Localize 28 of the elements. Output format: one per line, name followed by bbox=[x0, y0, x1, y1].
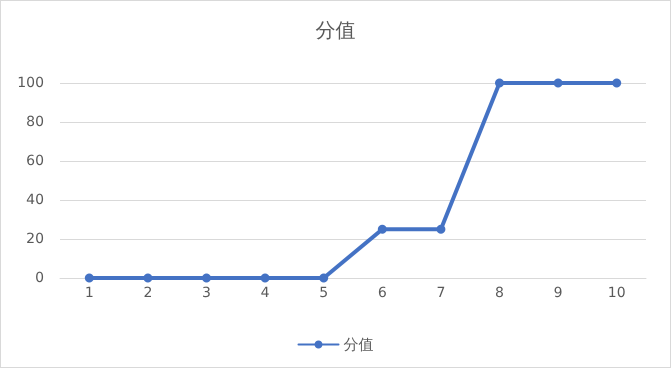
y-tick-label: 20 bbox=[26, 231, 44, 247]
point bbox=[378, 224, 387, 234]
x-tick-label: 10 bbox=[608, 285, 626, 301]
point bbox=[260, 274, 270, 282]
y-tick-label: 80 bbox=[26, 114, 44, 130]
point bbox=[202, 274, 211, 282]
point bbox=[554, 78, 563, 88]
y-tick-label: 40 bbox=[26, 192, 44, 208]
x-tick-label: 6 bbox=[378, 285, 387, 301]
point bbox=[319, 274, 328, 282]
legend-label: 分值 bbox=[344, 336, 374, 354]
x-tick-label: 3 bbox=[202, 285, 211, 301]
point bbox=[612, 78, 622, 88]
y-tick-label: 100 bbox=[17, 75, 44, 91]
x-tick-label: 5 bbox=[319, 285, 328, 301]
x-tick-label: 8 bbox=[495, 285, 504, 301]
point bbox=[495, 78, 504, 88]
x-tick-label: 7 bbox=[436, 285, 446, 301]
point bbox=[143, 274, 152, 282]
x-tick-label: 2 bbox=[143, 285, 152, 301]
x-tick-label: 4 bbox=[260, 285, 270, 301]
y-tick-label: 60 bbox=[26, 153, 44, 169]
point bbox=[436, 224, 446, 234]
x-tick-label: 9 bbox=[554, 285, 563, 301]
x-tick-label: 1 bbox=[84, 285, 94, 301]
chart-title: 分值 bbox=[316, 18, 356, 42]
y-tick-label: 0 bbox=[35, 270, 44, 286]
point bbox=[84, 274, 94, 282]
